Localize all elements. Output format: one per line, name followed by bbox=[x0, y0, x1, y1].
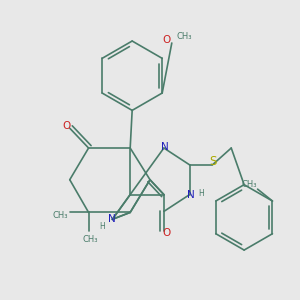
Text: CH₃: CH₃ bbox=[242, 180, 257, 189]
Text: CH₃: CH₃ bbox=[52, 211, 68, 220]
Text: H: H bbox=[199, 189, 204, 198]
Text: CH₃: CH₃ bbox=[83, 235, 98, 244]
Text: O: O bbox=[163, 35, 171, 45]
Text: N: N bbox=[161, 142, 169, 152]
Text: S: S bbox=[210, 155, 217, 168]
Text: N: N bbox=[109, 214, 116, 224]
Text: O: O bbox=[63, 121, 71, 131]
Text: CH₃: CH₃ bbox=[177, 32, 192, 40]
Text: O: O bbox=[163, 228, 171, 238]
Text: H: H bbox=[100, 222, 105, 231]
Text: N: N bbox=[187, 190, 194, 200]
